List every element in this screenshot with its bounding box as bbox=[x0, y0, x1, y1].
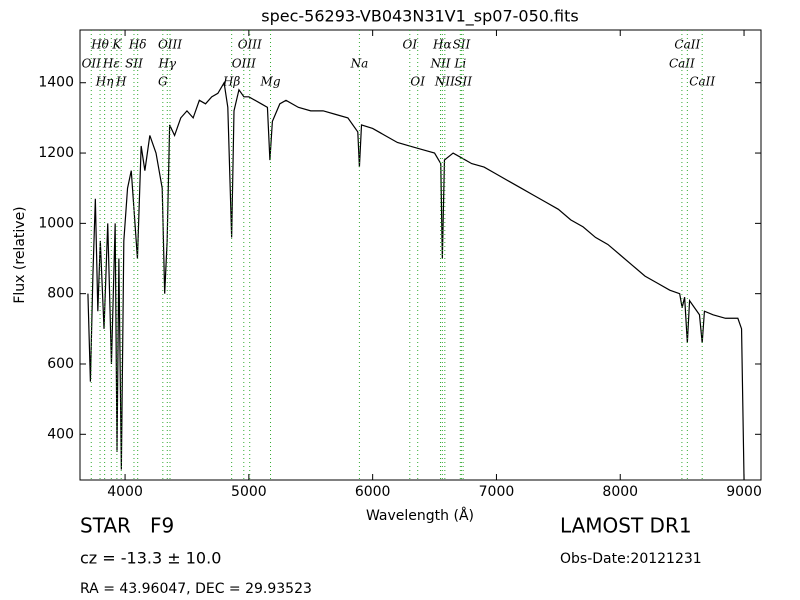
x-axis-label: Wavelength (Å) bbox=[366, 507, 474, 524]
spectral-line-label: NII bbox=[434, 75, 455, 89]
x-tick-label: 8000 bbox=[602, 484, 638, 500]
y-tick-label: 600 bbox=[47, 356, 74, 372]
spectral-line-label: OIII bbox=[158, 38, 182, 52]
y-axis-label: Flux (relative) bbox=[12, 206, 28, 303]
spectral-line-label: OI bbox=[403, 38, 418, 52]
spectral-line-label: CaII bbox=[689, 75, 715, 89]
obs-date: Obs-Date:20121231 bbox=[560, 551, 702, 567]
spectral-line-label: OIII bbox=[232, 57, 256, 71]
spectral-line-label: Na bbox=[350, 57, 369, 71]
spectral-line-label: Mg bbox=[260, 75, 281, 89]
spectrum bbox=[87, 80, 745, 480]
spectral-line-label: SII bbox=[125, 57, 143, 71]
x-tick-label: 6000 bbox=[355, 484, 391, 500]
spectral-line-label: Li bbox=[453, 57, 466, 71]
spectral-line-label: Hδ bbox=[128, 38, 147, 52]
spectral-line-label: OIII bbox=[238, 38, 262, 52]
y-tick-label: 800 bbox=[47, 286, 74, 302]
spectral-line-label: OII bbox=[82, 57, 102, 71]
spectral-line-label: H bbox=[115, 75, 127, 89]
spectral-line-label: CaII bbox=[669, 57, 695, 71]
release: LAMOST DR1 bbox=[560, 514, 692, 538]
coordinates: RA = 43.96047, DEC = 29.93523 bbox=[80, 581, 312, 597]
plot-area bbox=[87, 80, 745, 480]
spectral-line-label: CaII bbox=[674, 38, 700, 52]
object-class: STAR F9 bbox=[80, 514, 174, 538]
spectral-line-label: Hα bbox=[432, 38, 452, 52]
y-tick-label: 1400 bbox=[38, 75, 74, 91]
x-tick-label: 5000 bbox=[231, 484, 267, 500]
plot-frame bbox=[79, 29, 762, 481]
spectral-line-label: SII bbox=[453, 38, 471, 52]
spectral-line-label: K bbox=[111, 38, 122, 52]
spectral-line-label: SII bbox=[454, 75, 472, 89]
y-tick-label: 400 bbox=[47, 426, 74, 442]
redshift: cz = -13.3 ± 10.0 bbox=[80, 549, 221, 568]
x-tick-label: 4000 bbox=[107, 484, 143, 500]
x-tick-label: 9000 bbox=[726, 484, 762, 500]
chart-title: spec-56293-VB043N31V1_sp07-050.fits bbox=[261, 7, 579, 27]
spectral-line-label: Hβ bbox=[222, 75, 240, 89]
spectral-line-label: Hε bbox=[102, 57, 120, 71]
x-tick-label: 7000 bbox=[479, 484, 515, 500]
spectral-line-label: Hγ bbox=[157, 57, 176, 71]
spectral-line-label: Hη bbox=[95, 75, 114, 89]
y-tick-label: 1200 bbox=[38, 145, 74, 161]
y-tick-label: 1000 bbox=[38, 215, 74, 231]
spectral-line-label: Hθ bbox=[90, 38, 109, 52]
spectral-line-label: G bbox=[158, 75, 168, 89]
spectral-line-label: OI bbox=[410, 75, 425, 89]
spectral-line-label: NII bbox=[430, 57, 451, 71]
